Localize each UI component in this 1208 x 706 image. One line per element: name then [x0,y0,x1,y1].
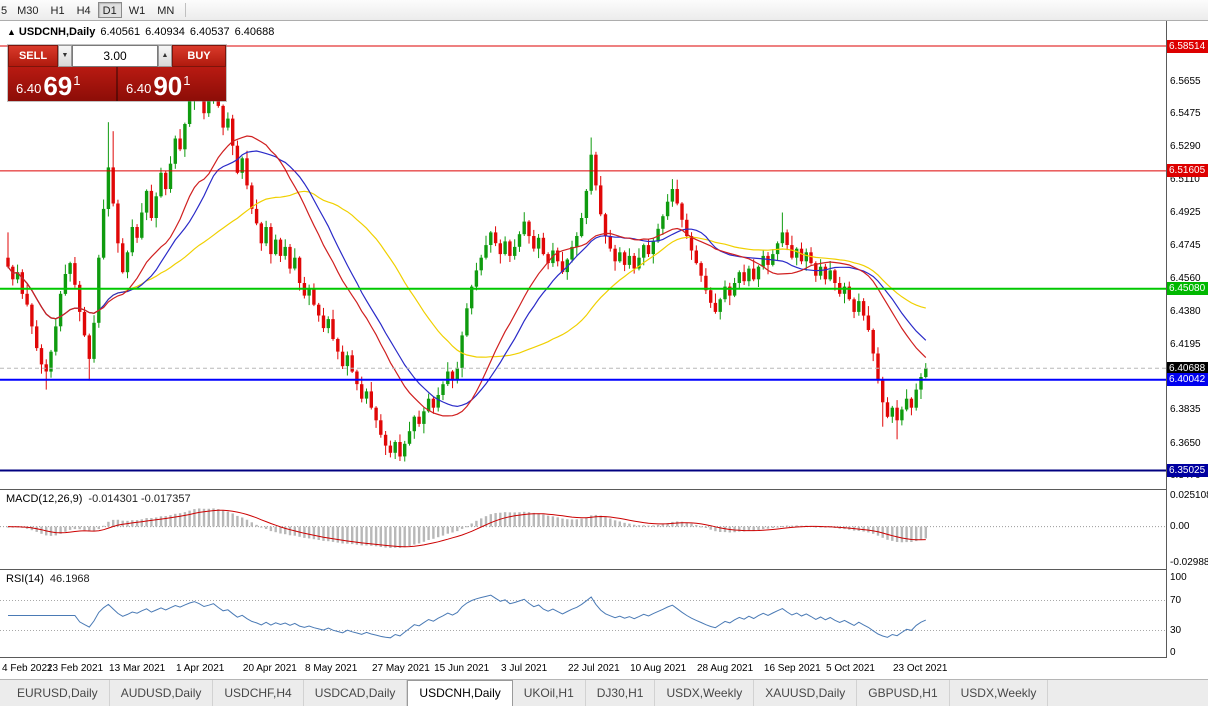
bar-high-value: 6.40934 [145,26,185,38]
price-tick-label: 6.5475 [1170,108,1201,119]
trade-prices-row: 6.40 69 1 6.40 90 1 [8,67,226,101]
price-tick-label: 6.3835 [1170,404,1201,415]
chart-symbol-icon: ▲ [7,27,16,37]
panel-separator [0,657,1208,658]
price-scale[interactable]: 6.5655 6.5475 6.5290 6.5110 6.4925 6.4745 6.45… [1166,21,1208,658]
date-tick-label: 20 Apr 2021 [242,663,297,674]
chart-tab-usdcnh-daily[interactable]: USDCNH,Daily [407,680,513,706]
volume-decrease-button[interactable]: ▼ [58,45,72,67]
buy-price-display[interactable]: 6.40 90 1 [118,67,226,101]
price-tick-label: 6.4380 [1170,306,1201,317]
bar-close-value: 6.40688 [234,26,275,38]
chart-tab-usdx-weekly[interactable]: USDX,Weekly [655,680,755,706]
price-tick-label: 6.4560 [1170,273,1201,284]
price-level-badge: 6.35025 [1167,464,1208,477]
sell-price-prefix: 6.40 [16,81,42,96]
price-tick-label: 6.4195 [1170,339,1201,350]
price-chart-panel[interactable] [0,21,1166,489]
date-tick-label: 3 Jul 2021 [501,663,548,674]
date-tick-label: 8 May 2021 [305,663,358,674]
chart-tab-usdchf-h4[interactable]: USDCHF,H4 [213,680,304,706]
buy-price-pip-digit: 1 [183,73,191,88]
panel-separator[interactable] [0,489,1208,490]
sell-button[interactable]: SELL [8,45,58,67]
date-tick-label: 28 Aug 2021 [697,663,754,674]
price-divider [116,67,118,101]
macd-axis-label: -0.02988 [1170,557,1208,568]
price-tick-label: 6.5655 [1170,76,1201,87]
chart-tab-bar: EURUSD,Daily AUDUSD,Daily USDCHF,H4 USDCAD,… [0,679,1208,706]
date-tick-label: 5 Oct 2021 [826,663,875,674]
buy-price-prefix: 6.40 [126,81,152,96]
macd-axis-label: 0.025108 [1170,490,1208,501]
sell-price-pip-digit: 1 [73,73,81,88]
price-tick-label: 6.4925 [1170,207,1201,218]
bar-open-value: 6.40561 [100,26,141,38]
chart-tab-usdx-weekly[interactable]: USDX,Weekly [950,680,1049,706]
rsi-axis-label: 30 [1170,625,1182,636]
timeframe-button-h1[interactable]: H1 [50,5,65,17]
sell-price-big-digits: 69 [43,71,73,101]
chart-tab-xauusd-daily[interactable]: XAUUSD,Daily [754,680,858,706]
volume-input[interactable] [72,45,158,67]
sell-price-display[interactable]: 6.40 69 1 [8,67,116,101]
date-tick-label: 27 May 2021 [371,663,430,674]
chart-tab-ukoil-h1[interactable]: UKOil,H1 [513,680,586,706]
price-level-badge: 6.40688 [1167,362,1208,375]
date-tick-label: 10 Aug 2021 [630,663,687,674]
timeframe-toolbar: 5 M30 H1 H4 D1 W1 MN [0,0,1208,21]
buy-button[interactable]: BUY [172,45,226,67]
timeframe-button-w1[interactable]: W1 [128,5,146,17]
chart-window: ▲ USDCNH,Daily 6.40561 6.40934 6.40537 6.4068… [0,21,1208,679]
buy-price-big-digits: 90 [153,71,183,101]
rsi-indicator-label: RSI(14) 46.1968 [6,573,90,585]
macd-canvas[interactable] [0,490,1166,569]
macd-axis-label: 0.00 [1170,521,1190,532]
chart-tab-usdcad-daily[interactable]: USDCAD,Daily [304,680,408,706]
time-scale[interactable]: 4 Feb 2021 23 Feb 2021 13 Mar 2021 1 Apr 20… [0,658,1166,679]
rsi-indicator-panel[interactable]: RSI(14) 46.1968 [0,570,1166,657]
price-level-badge: 6.40042 [1167,373,1208,386]
date-tick-label: 13 Mar 2021 [109,663,166,674]
timeframe-button-h4[interactable]: H4 [76,5,91,17]
timeframe-button-5[interactable]: 5 [1,5,8,17]
timeframe-button-d1[interactable]: D1 [97,2,122,18]
rsi-axis-label: 100 [1170,572,1187,583]
macd-indicator-label: MACD(12,26,9) -0.014301 -0.017357 [6,493,191,505]
price-tick-label: 6.5110 [1170,174,1200,185]
panel-separator[interactable] [0,569,1208,570]
date-tick-label: 23 Oct 2021 [892,663,948,674]
toolbar-separator [185,3,187,17]
chart-tab-audusd-daily[interactable]: AUDUSD,Daily [110,680,214,706]
chart-ohlc-header: ▲ USDCNH,Daily 6.40561 6.40934 6.40537 6.4068… [7,26,279,38]
date-tick-label: 4 Feb 2021 [2,663,53,674]
date-tick-label: 15 Jun 2021 [434,663,490,674]
rsi-axis-label: 0 [1170,647,1176,658]
chart-tab-eurusd-daily[interactable]: EURUSD,Daily [6,680,110,706]
chart-tab-dj30-h1[interactable]: DJ30,H1 [586,680,656,706]
date-tick-label: 16 Sep 2021 [763,663,821,674]
chart-symbol-label: USDCNH,Daily [18,26,96,38]
volume-increase-button[interactable]: ▲ [158,45,172,67]
rsi-axis-label: 70 [1170,595,1182,606]
price-tick-label: 6.4745 [1170,240,1201,251]
macd-indicator-panel[interactable]: MACD(12,26,9) -0.014301 -0.017357 [0,490,1166,569]
date-tick-label: 22 Jul 2021 [567,663,620,674]
timeframe-button-m30[interactable]: M30 [17,5,39,17]
one-click-trading-panel: SELL ▼ ▲ BUY 6.40 69 1 6.40 90 1 [8,45,226,101]
price-tick-label: 6.5290 [1170,141,1201,152]
bar-low-value: 6.40537 [189,26,230,38]
price-chart-canvas[interactable] [0,21,1166,489]
trade-controls-row: SELL ▼ ▲ BUY [8,45,226,67]
chart-tab-gbpusd-h1[interactable]: GBPUSD,H1 [857,680,950,706]
price-level-badge: 6.45080 [1167,282,1208,295]
price-level-badge: 6.51605 [1167,164,1208,177]
price-level-badge: 6.58514 [1167,40,1208,53]
timeframe-button-mn[interactable]: MN [157,5,175,17]
price-tick-label: 6.3650 [1170,438,1201,449]
date-tick-label: 23 Feb 2021 [46,663,104,674]
date-tick-label: 1 Apr 2021 [175,663,225,674]
rsi-canvas[interactable] [0,570,1166,657]
